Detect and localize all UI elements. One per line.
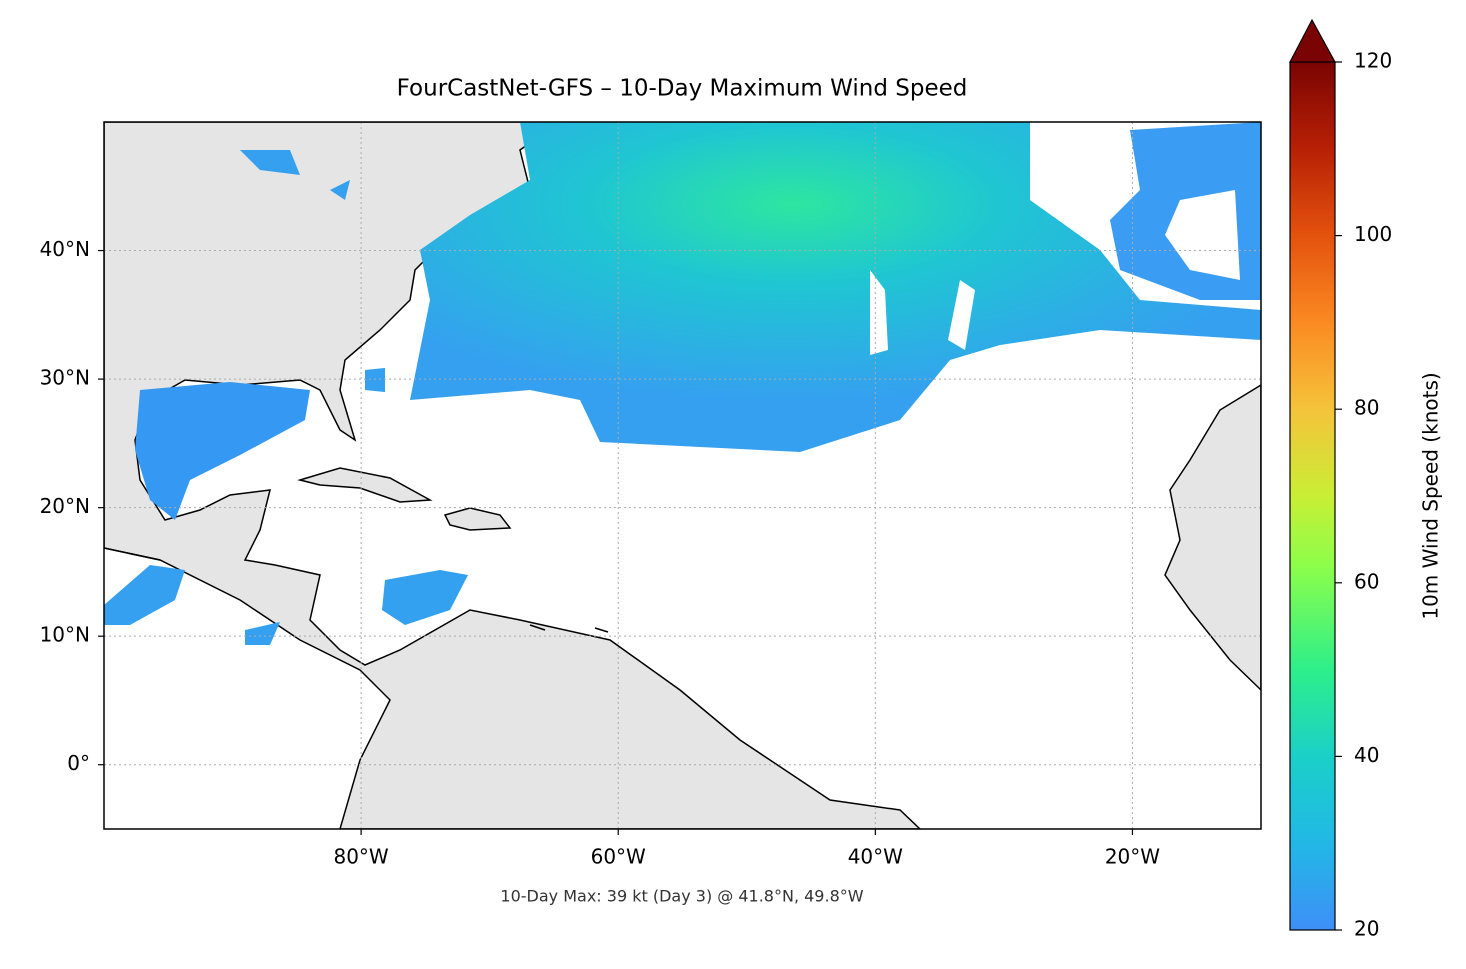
annotation: 10-Day Max: 39 kt (Day 3) @ 41.8°N, 49.8… [500, 887, 863, 906]
colorbar-extend [1289, 18, 1337, 63]
x-tick-label: 20°W [1105, 845, 1160, 869]
colorbar-tick-label: 20 [1354, 917, 1379, 941]
cuba [297, 467, 433, 503]
colorbar-tick-label: 40 [1354, 743, 1379, 767]
y-tick-label: 0° [67, 751, 90, 775]
colorbar-tick-label: 120 [1354, 49, 1392, 73]
colorbar [1289, 61, 1336, 931]
colorbar-label: 10m Wind Speed (knots) [1419, 372, 1443, 619]
map [104, 122, 1261, 829]
chart-title: FourCastNet-GFS – 10-Day Maximum Wind Sp… [397, 76, 968, 102]
y-tick-label: 10°N [40, 623, 90, 647]
colorbar-tick-label: 60 [1354, 569, 1379, 593]
plot-frame [103, 121, 1262, 830]
wind-field [382, 570, 468, 625]
y-tick-label: 20°N [40, 494, 90, 518]
wind-field [410, 122, 1261, 452]
colorbar-tick-label: 80 [1354, 396, 1379, 420]
x-tick-label: 80°W [333, 845, 388, 869]
africa [1164, 384, 1261, 692]
colorbar-tick-label: 100 [1354, 222, 1392, 246]
wind-field [135, 382, 310, 520]
wind-gap [870, 270, 975, 355]
x-tick-label: 60°W [591, 845, 646, 869]
y-tick-label: 30°N [40, 366, 90, 390]
americas [104, 122, 922, 829]
wind-gap [1165, 190, 1240, 280]
x-tick-label: 40°W [848, 845, 903, 869]
coastline-details [104, 547, 609, 633]
wind-field [104, 150, 385, 645]
y-tick-label: 40°N [40, 237, 90, 261]
